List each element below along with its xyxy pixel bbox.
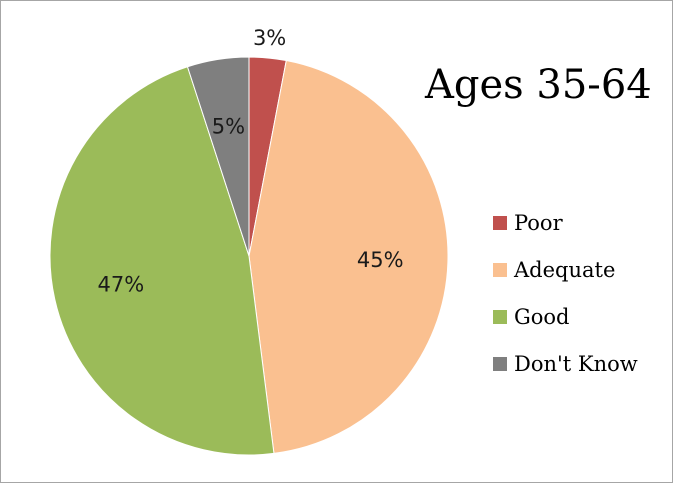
- legend-label: Adequate: [514, 258, 615, 282]
- legend-item-don-t-know[interactable]: Don't Know: [493, 340, 638, 387]
- legend-item-poor[interactable]: Poor: [493, 199, 638, 246]
- legend-label: Don't Know: [514, 352, 638, 376]
- legend-label: Good: [514, 305, 570, 329]
- data-label-adequate: 45%: [357, 248, 404, 272]
- data-label-don-t-know: 5%: [212, 114, 245, 138]
- legend-swatch: [493, 310, 507, 324]
- data-label-poor: 3%: [253, 26, 286, 50]
- data-label-good: 47%: [97, 273, 144, 297]
- legend-swatch: [493, 216, 507, 230]
- legend-label: Poor: [514, 211, 563, 235]
- chart-legend: Poor Adequate Good Don't Know: [493, 199, 638, 387]
- legend-item-adequate[interactable]: Adequate: [493, 246, 638, 293]
- legend-swatch: [493, 357, 507, 371]
- pie-slice-adequate: [249, 61, 448, 454]
- legend-item-good[interactable]: Good: [493, 293, 638, 340]
- legend-swatch: [493, 263, 507, 277]
